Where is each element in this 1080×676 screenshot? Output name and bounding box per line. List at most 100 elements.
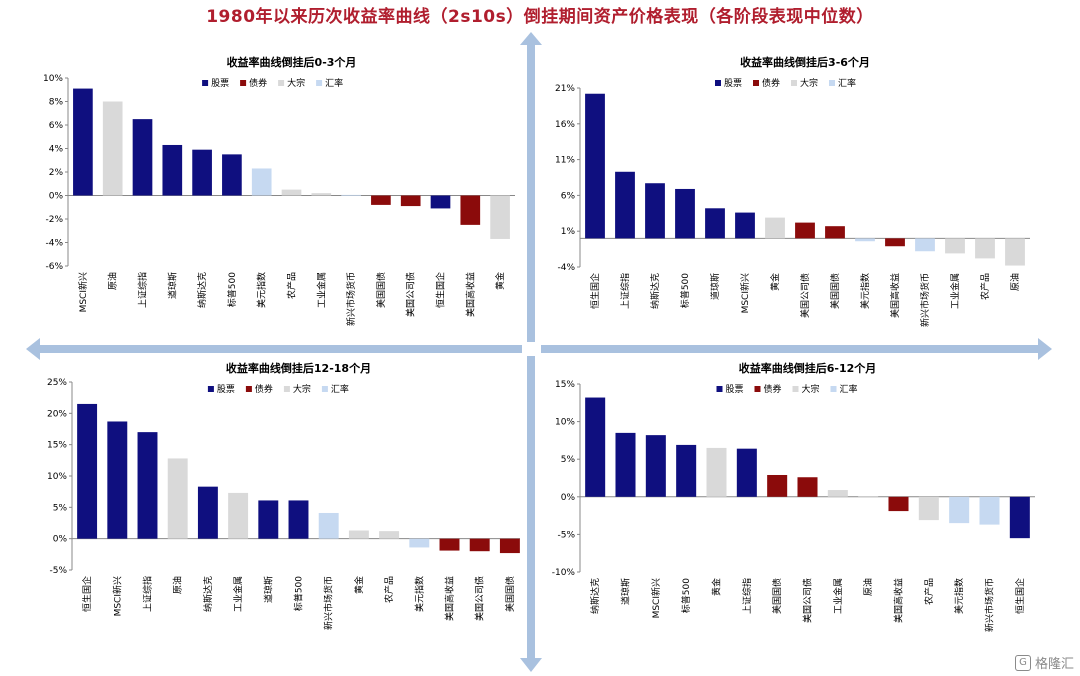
x-tick-label: 恒生国企 <box>435 272 447 308</box>
x-tick-label: 标普500 <box>680 578 692 613</box>
legend-label: 债券 <box>249 77 267 89</box>
bar <box>885 238 905 247</box>
bar <box>311 193 332 196</box>
x-tick-label: 上证综指 <box>137 272 149 308</box>
y-tick-label: -5% <box>557 530 575 540</box>
x-tick-label: 黄金 <box>769 273 781 291</box>
bar <box>288 500 309 539</box>
chart-title: 收益率曲线倒挂后6-12个月 <box>739 361 877 375</box>
y-tick-label: 15% <box>555 380 575 390</box>
legend-label: 股票 <box>724 78 742 89</box>
x-tick-label: 美国高收益 <box>444 576 456 621</box>
y-tick-label: -10% <box>552 568 576 578</box>
y-tick-label: 15% <box>47 441 67 451</box>
vertical-arrow-icon <box>520 32 542 342</box>
bar <box>765 217 785 239</box>
x-tick-label: 道琼斯 <box>620 578 632 605</box>
horizontal-arrow-left-icon <box>26 338 522 360</box>
x-tick-label: 标普500 <box>293 576 305 611</box>
bar <box>1005 238 1025 266</box>
bar <box>735 212 755 239</box>
bar <box>400 195 421 207</box>
legend-swatch <box>716 386 723 392</box>
bar <box>251 168 272 196</box>
chart-title: 收益率曲线倒挂后12-18个月 <box>226 361 371 375</box>
bar <box>132 119 153 196</box>
x-tick-label: 道琼斯 <box>166 272 178 299</box>
watermark-text: 格隆汇 <box>1034 657 1074 672</box>
y-tick-label: 5% <box>561 455 576 465</box>
bar <box>705 208 725 239</box>
x-tick-label: 农产品 <box>286 272 298 299</box>
legend-label: 债券 <box>762 77 780 89</box>
bar <box>77 403 98 539</box>
x-tick-label: 工业金属 <box>232 576 244 612</box>
x-tick-label: 道琼斯 <box>709 273 721 300</box>
bar <box>915 238 935 252</box>
bar <box>222 154 242 196</box>
x-tick-label: 标普500 <box>679 273 691 308</box>
x-tick-label: 美国国债 <box>771 578 783 614</box>
x-tick-label: 纳斯达克 <box>649 273 661 309</box>
y-tick-label: 21% <box>555 84 575 94</box>
x-tick-label: 美国高收益 <box>464 272 476 317</box>
chart-panel-12-18-months: 收益率曲线倒挂后12-18个月 股票 债券 大宗 汇率 -5% 0% 5% 10% 15% 20% 2… <box>0 356 520 656</box>
bar <box>585 397 606 497</box>
bar <box>197 486 218 539</box>
legend-label: 汇率 <box>325 77 343 89</box>
legend-swatch <box>792 386 799 392</box>
y-tick-label: -4% <box>45 239 63 249</box>
x-tick-label: 黄金 <box>353 576 365 594</box>
x-tick-label: 恒生国企 <box>81 576 93 612</box>
chart-title: 收益率曲线倒挂后3-6个月 <box>740 55 870 69</box>
legend-swatch <box>754 386 761 392</box>
x-tick-label: 美元指数 <box>859 273 871 309</box>
legend-label: 大宗 <box>287 77 305 89</box>
bar <box>348 530 369 539</box>
chart-panel-0-3-months: 收益率曲线倒挂后0-3个月 股票 债券 大宗 汇率 -6% -4% -2% 0% 2% 4% 6% 8%… <box>0 50 520 342</box>
bar <box>107 421 128 539</box>
x-tick-label: MSCI新兴 <box>77 272 89 312</box>
legend-label: 大宗 <box>802 383 820 395</box>
bar <box>855 238 875 242</box>
bar <box>281 189 302 196</box>
y-tick-label: -6% <box>45 262 63 272</box>
x-tick-label: 新兴市场货币 <box>323 576 335 630</box>
y-tick-label: 0% <box>53 535 68 545</box>
x-tick-label: 农产品 <box>923 578 935 605</box>
bar <box>258 500 279 539</box>
x-tick-label: 工业金属 <box>315 272 327 308</box>
bar <box>162 144 183 196</box>
legend-label: 股票 <box>726 384 744 395</box>
y-tick-label: 2% <box>49 168 64 178</box>
x-tick-label: 原油 <box>862 578 874 596</box>
legend-swatch <box>278 80 285 86</box>
x-tick-label: 农产品 <box>383 576 395 603</box>
bar <box>675 188 695 239</box>
x-tick-label: 美元指数 <box>953 578 965 614</box>
bar <box>767 474 788 497</box>
legend-swatch <box>207 386 214 392</box>
legend-label: 大宗 <box>800 77 818 89</box>
y-tick-label: 1% <box>561 227 576 237</box>
y-tick-label: 0% <box>561 493 576 503</box>
bar <box>102 101 123 196</box>
y-tick-label: 11% <box>555 156 575 166</box>
bar <box>706 447 727 497</box>
bar <box>645 435 666 497</box>
x-tick-label: 原油 <box>1009 273 1021 291</box>
x-tick-label: 纳斯达克 <box>202 576 214 612</box>
x-tick-label: 工业金属 <box>949 273 961 309</box>
x-tick-label: 黄金 <box>494 272 506 290</box>
x-tick-label: 恒生国企 <box>1014 578 1026 614</box>
chart-panel-6-12-months: 收益率曲线倒挂后6-12个月 股票 债券 大宗 汇率 -10% -5% 0% 5% 10% 15% 纳… <box>540 356 1060 656</box>
x-tick-label: 美国高收益 <box>893 578 905 623</box>
y-tick-label: -2% <box>45 215 63 225</box>
y-tick-label: 4% <box>49 145 64 155</box>
bar <box>615 432 636 497</box>
chart-title: 收益率曲线倒挂后0-3个月 <box>227 55 357 69</box>
y-tick-label: 6% <box>49 121 64 131</box>
legend-swatch <box>753 80 759 86</box>
bar <box>585 93 605 239</box>
